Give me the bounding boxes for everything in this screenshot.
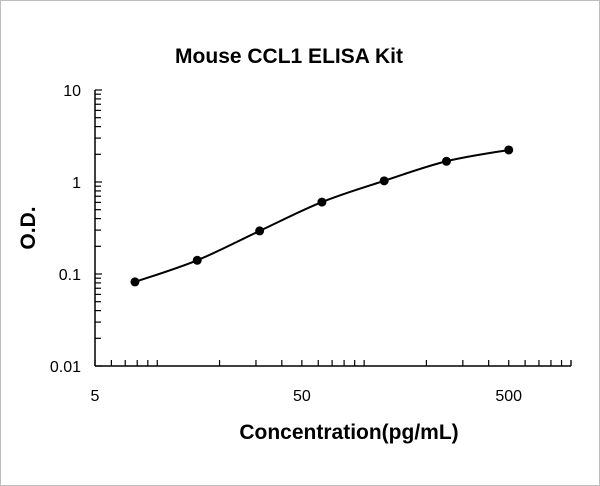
data-point bbox=[441, 156, 451, 166]
x-tick-label: 50 bbox=[293, 388, 311, 405]
x-tick-label: 5 bbox=[91, 388, 100, 405]
y-tick-label: 0.01 bbox=[50, 359, 81, 376]
data-point bbox=[317, 197, 327, 207]
data-point bbox=[504, 145, 514, 155]
chart-title: Mouse CCL1 ELISA Kit bbox=[175, 45, 403, 68]
data-point bbox=[192, 255, 202, 265]
y-tick-label: 1 bbox=[72, 175, 81, 192]
y-tick-label: 10 bbox=[63, 83, 81, 100]
data-point bbox=[130, 277, 140, 287]
x-axis-label: Concentration(pg/mL) bbox=[239, 421, 458, 444]
data-point bbox=[379, 176, 389, 186]
x-tick-label: 500 bbox=[495, 388, 522, 405]
data-point bbox=[255, 226, 265, 236]
series-line bbox=[134, 148, 509, 283]
y-tick-label: 0.1 bbox=[59, 267, 81, 284]
y-axis-label: O.D. bbox=[17, 206, 40, 249]
